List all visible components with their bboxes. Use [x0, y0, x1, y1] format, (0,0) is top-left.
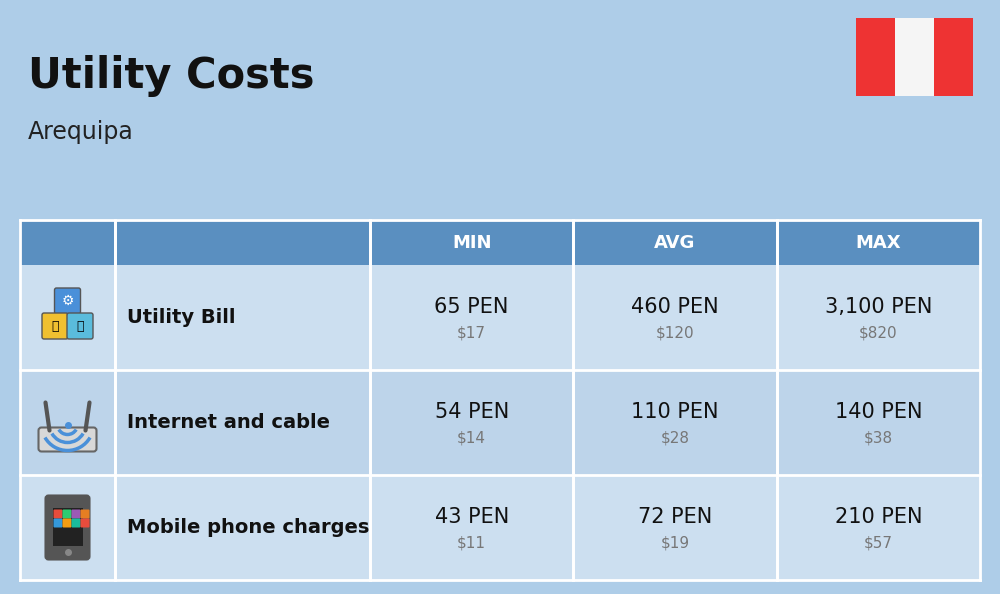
Text: $17: $17	[457, 326, 486, 341]
FancyBboxPatch shape	[54, 519, 62, 527]
Text: Internet and cable: Internet and cable	[127, 413, 330, 432]
Text: MAX: MAX	[856, 233, 901, 251]
FancyBboxPatch shape	[895, 18, 934, 96]
FancyBboxPatch shape	[80, 519, 90, 527]
Text: Arequipa: Arequipa	[28, 120, 134, 144]
FancyBboxPatch shape	[20, 370, 980, 475]
Text: 210 PEN: 210 PEN	[835, 507, 922, 527]
Text: Utility Bill: Utility Bill	[127, 308, 236, 327]
FancyBboxPatch shape	[80, 510, 90, 519]
FancyBboxPatch shape	[20, 265, 980, 370]
Text: 460 PEN: 460 PEN	[631, 297, 719, 317]
FancyBboxPatch shape	[38, 428, 96, 451]
Text: 140 PEN: 140 PEN	[835, 402, 922, 422]
FancyBboxPatch shape	[67, 313, 93, 339]
Text: $57: $57	[864, 536, 893, 551]
Text: 3,100 PEN: 3,100 PEN	[825, 297, 932, 317]
Text: 🔌: 🔌	[51, 320, 59, 333]
Text: 72 PEN: 72 PEN	[638, 507, 712, 527]
Text: $28: $28	[660, 431, 690, 446]
FancyBboxPatch shape	[20, 220, 980, 265]
Text: $120: $120	[656, 326, 694, 341]
FancyBboxPatch shape	[54, 510, 62, 519]
Text: MIN: MIN	[452, 233, 491, 251]
Text: 65 PEN: 65 PEN	[434, 297, 509, 317]
Text: AVG: AVG	[654, 233, 696, 251]
FancyBboxPatch shape	[42, 313, 68, 339]
FancyBboxPatch shape	[54, 288, 80, 314]
FancyBboxPatch shape	[52, 507, 82, 545]
Text: $820: $820	[859, 326, 898, 341]
FancyBboxPatch shape	[72, 510, 80, 519]
Text: Mobile phone charges: Mobile phone charges	[127, 518, 369, 537]
FancyBboxPatch shape	[62, 519, 72, 527]
Text: 💧: 💧	[76, 320, 84, 333]
Text: 54 PEN: 54 PEN	[435, 402, 509, 422]
Text: $14: $14	[457, 431, 486, 446]
Text: 110 PEN: 110 PEN	[631, 402, 719, 422]
FancyBboxPatch shape	[62, 510, 72, 519]
Text: $11: $11	[457, 536, 486, 551]
FancyBboxPatch shape	[46, 495, 90, 560]
Text: $19: $19	[660, 536, 690, 551]
Text: Utility Costs: Utility Costs	[28, 55, 314, 97]
Text: $38: $38	[864, 431, 893, 446]
FancyBboxPatch shape	[934, 18, 973, 96]
Text: 43 PEN: 43 PEN	[435, 507, 509, 527]
Text: ⚙: ⚙	[61, 294, 74, 308]
FancyBboxPatch shape	[856, 18, 895, 96]
FancyBboxPatch shape	[20, 475, 980, 580]
FancyBboxPatch shape	[72, 519, 80, 527]
